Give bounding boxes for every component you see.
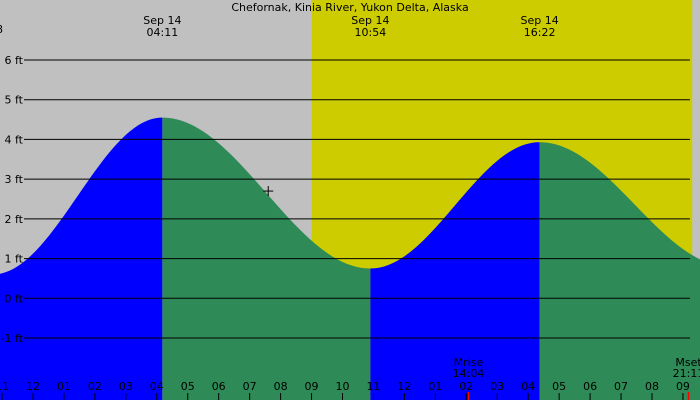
extreme-time-label: 10:54 [355,26,387,39]
moon-event-time: 14:04 [453,367,485,380]
crosshair-layer [263,186,274,197]
x-tick-label: 03 [490,380,504,393]
x-tick-label: 06 [583,380,597,393]
y-tick-label: 0 ft [5,292,24,305]
rising-tide-area [370,142,540,400]
x-tick-label: 07 [614,380,628,393]
x-tick-label: 02 [88,380,102,393]
moon-event-time: 21:11 [673,367,700,380]
falling-tide-area [539,142,700,400]
extreme-time-label: 16:22 [524,26,556,39]
y-tick-label: 3 ft [5,173,24,186]
y-tick-label: 6 ft [5,54,24,67]
y-tick-label: 4 ft [5,133,24,146]
top-left-stub: 8 [0,23,3,36]
x-tick-label: 02 [459,380,473,393]
extreme-time-label: 04:11 [147,26,179,39]
x-tick-label: 01 [428,380,442,393]
x-tick-label: 06 [212,380,226,393]
y-tick-label: -1 ft [1,332,24,345]
x-tick-label: 03 [119,380,133,393]
y-tick-label: 1 ft [5,253,24,266]
x-tick-label: 01 [57,380,71,393]
extreme-date-label: Sep 14 [351,14,389,27]
extreme-date-label: Sep 14 [521,14,559,27]
moon-event-name: Mset [675,356,700,369]
x-tick-label: 07 [243,380,257,393]
x-tick-label: 04 [521,380,535,393]
x-tick-label: 11 [366,380,380,393]
x-tick-label: 05 [552,380,566,393]
x-tick-label: 09 [676,380,690,393]
x-tick-label: 12 [397,380,411,393]
x-tick-label: 11 [0,380,9,393]
moon-event-name: Mrise [454,356,484,369]
x-tick-layer: 11 12 01 02 03 04 05 06 07 08 09 10 11 12 01 02 03 04 05 06… [0,380,690,400]
x-tick-label: 08 [645,380,659,393]
x-tick-label: 09 [305,380,319,393]
gridline-layer [24,59,690,339]
y-tick-labels: -1 ft 0 ft 1 ft 2 ft 3 ft 4 ft 5 ft 6 ft [1,54,24,345]
x-tick-label: 04 [150,380,164,393]
y-tick-label: 2 ft [5,213,24,226]
x-tick-label: 05 [181,380,195,393]
chart-title: Chefornak, Kinia River, Yukon Delta, Ala… [231,1,468,14]
x-tick-label: 10 [336,380,350,393]
extreme-date-label: Sep 14 [143,14,181,27]
x-tick-label: 08 [274,380,288,393]
x-tick-label: 12 [26,380,40,393]
y-tick-label: 5 ft [5,94,24,107]
